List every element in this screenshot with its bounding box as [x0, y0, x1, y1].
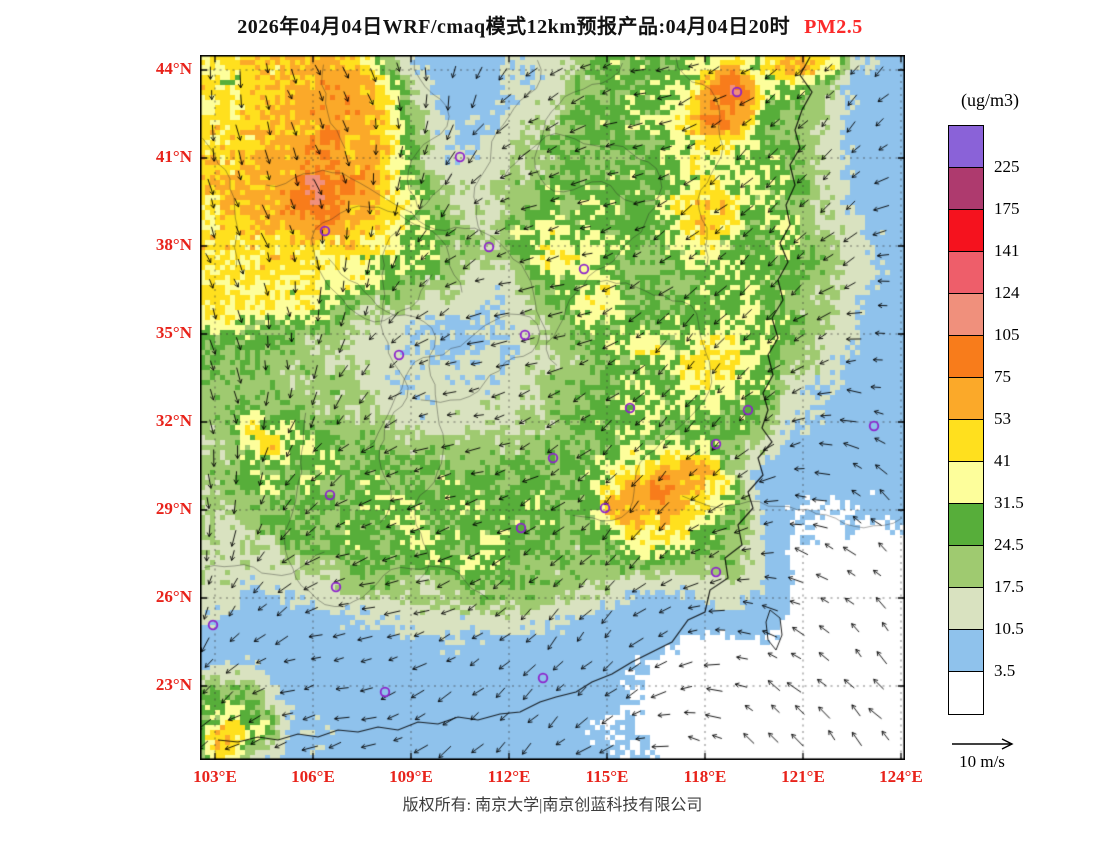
lon-label: 118°E [683, 767, 727, 786]
colorbar-tick-label: 75 [994, 367, 1011, 386]
colorbar-tick-label: 53 [994, 409, 1011, 428]
copyright-text: 版权所有: 南京大学|南京创蓝科技有限公司 [402, 797, 703, 814]
lon-label: 124°E [879, 767, 923, 786]
lat-label: 44°N [155, 59, 192, 78]
colorbar-cell [949, 630, 983, 672]
page-title: 2026年04月04日WRF/cmaq模式12km预报产品:04月04日20时 P… [0, 10, 1100, 39]
colorbar-cell [949, 252, 983, 294]
colorbar-cell [949, 168, 983, 210]
colorbar [948, 125, 984, 715]
colorbar-tick-label: 3.5 [994, 661, 1016, 680]
colorbar-cell [949, 672, 983, 714]
lon-label: 106°E [291, 767, 335, 786]
colorbar-cell [949, 462, 983, 504]
colorbar-cell [949, 504, 983, 546]
lat-label: 23°N [155, 675, 192, 694]
lon-label: 112°E [487, 767, 531, 786]
colorbar-tick-label: 124 [994, 283, 1020, 302]
lat-label: 41°N [155, 147, 192, 166]
lat-label: 26°N [155, 587, 192, 606]
lat-label: 35°N [155, 323, 192, 342]
wind-scale-arrow-icon [952, 738, 1014, 750]
colorbar-tick-label: 105 [994, 325, 1020, 344]
colorbar-tick-label: 17.5 [994, 577, 1024, 596]
lat-label: 32°N [155, 411, 192, 430]
colorbar-cell [949, 336, 983, 378]
colorbar-tick-label: 10.5 [994, 619, 1024, 638]
colorbar-cell [949, 546, 983, 588]
colorbar-cell [949, 210, 983, 252]
colorbar-tick-label: 24.5 [994, 535, 1024, 554]
colorbar-tick-label: 141 [994, 241, 1020, 260]
lon-label: 115°E [585, 767, 629, 786]
colorbar-tick-label: 175 [994, 199, 1020, 218]
title-text: 2026年04月04日WRF/cmaq模式12km预报产品:04月04日20时 [237, 16, 791, 38]
lon-label: 109°E [389, 767, 433, 786]
colorbar-cell [949, 126, 983, 168]
title-species: PM2.5 [804, 16, 863, 38]
colorbar-cell [949, 420, 983, 462]
colorbar-tick-label: 31.5 [994, 493, 1024, 512]
lat-label: 29°N [155, 499, 192, 518]
colorbar-cell [949, 378, 983, 420]
lon-label: 103°E [193, 767, 237, 786]
colorbar-cell [949, 294, 983, 336]
lon-label: 121°E [781, 767, 825, 786]
forecast-map-canvas [200, 55, 905, 760]
colorbar-unit-label: (ug/m3) [961, 90, 1019, 110]
lat-label: 38°N [155, 235, 192, 254]
colorbar-tick-label: 225 [994, 157, 1020, 176]
wind-scale-label: 10 m/s [959, 752, 1005, 771]
colorbar-tick-label: 41 [994, 451, 1011, 470]
colorbar-cell [949, 588, 983, 630]
